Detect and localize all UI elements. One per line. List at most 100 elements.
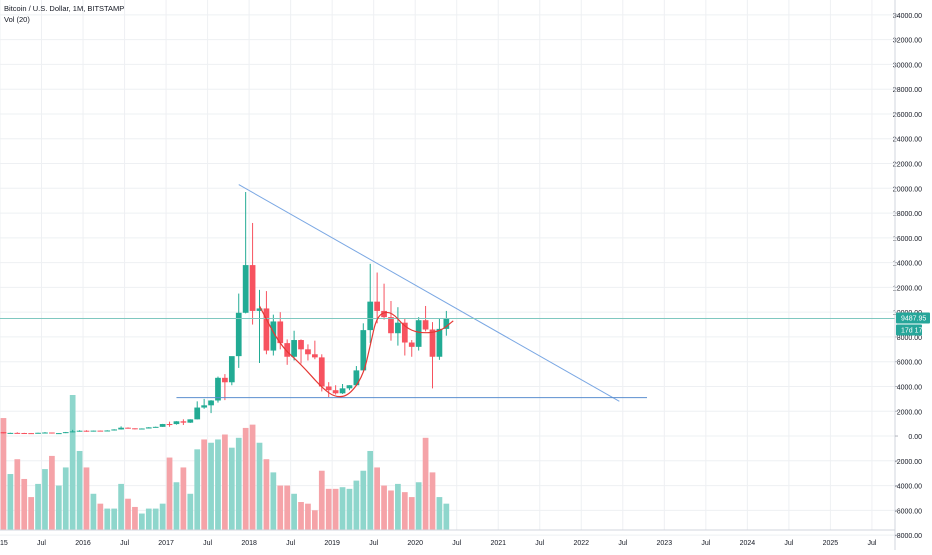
y-tick-label: 22000.00 [893, 162, 922, 169]
volume-bar [242, 427, 249, 530]
x-tick-label: Jul [701, 540, 710, 547]
candle-body [173, 421, 180, 425]
candle-body [55, 433, 62, 435]
volume-bar [111, 508, 118, 530]
volume-bar [69, 395, 76, 530]
candle-body [270, 321, 277, 351]
volume-bar [49, 455, 55, 530]
volume-bar [235, 437, 242, 530]
volume-indicator-label: Vol (20) [4, 15, 30, 24]
volume-bar [159, 503, 166, 530]
candle-body [125, 427, 131, 429]
candle-body [401, 322, 408, 343]
candle-body [415, 320, 422, 347]
candle-body [42, 432, 48, 434]
candle-body [132, 428, 138, 430]
volume-bar [312, 510, 318, 530]
candle-body [374, 301, 380, 311]
y-tick-label: -4000.00 [894, 484, 922, 491]
candle-body [277, 321, 284, 344]
candle-body [180, 421, 187, 423]
candle-body [152, 426, 159, 428]
candle-body [21, 433, 28, 435]
volume-bar [35, 483, 41, 530]
x-tick-label: Jul [535, 540, 544, 547]
volume-bar [443, 503, 450, 530]
candle-body [90, 430, 97, 432]
x-tick-label: 2022 [573, 540, 589, 547]
y-tick-label: -2000.00 [894, 459, 922, 466]
y-tick-label: 34000.00 [893, 13, 922, 20]
volume-bar [318, 470, 325, 530]
volume-bar [228, 447, 235, 530]
volume-bar [42, 469, 48, 530]
volume-bar [55, 485, 62, 530]
volume-bar [90, 493, 97, 530]
volume-bar [401, 492, 408, 530]
volume-bar [436, 497, 443, 530]
candle-body [353, 370, 360, 386]
candle-body [201, 405, 207, 408]
x-tick-label: 2019 [324, 540, 340, 547]
x-tick-label: Jul [867, 540, 876, 547]
x-tick-label: 15 [0, 540, 8, 547]
y-tick-label: 26000.00 [893, 112, 922, 119]
volume-bar [256, 442, 263, 530]
volume-bar [139, 513, 145, 530]
candle-body [339, 388, 346, 394]
x-tick-label: Jul [37, 540, 46, 547]
x-tick-label: Jul [369, 540, 378, 547]
candle-body [249, 265, 256, 311]
grid [0, 0, 895, 536]
candle-body [14, 432, 21, 434]
y-tick-label: 0.00 [908, 434, 922, 441]
candle-body [436, 328, 443, 357]
volume-bars [0, 395, 450, 530]
y-tick-label: -8000.00 [894, 533, 922, 540]
candle-body [318, 357, 325, 387]
volume-bar [332, 488, 339, 530]
candle-body [76, 430, 83, 432]
descending-trendline [238, 184, 620, 402]
candle-body [332, 390, 339, 394]
drawings [0, 184, 895, 402]
x-tick-label: Jul [784, 540, 793, 547]
x-tick-label: 2023 [657, 540, 673, 547]
volume-bar [14, 459, 21, 530]
volume-bar [201, 439, 207, 530]
volume-bar [208, 442, 214, 530]
volume-bar [298, 502, 304, 530]
volume-bar [152, 508, 159, 530]
volume-bar [270, 472, 277, 530]
volume-bar [422, 437, 429, 530]
candle-body [325, 386, 332, 391]
volume-bar [222, 434, 228, 530]
y-tick-label: 24000.00 [893, 137, 922, 144]
candle-body [395, 322, 401, 334]
y-tick-label: 16000.00 [893, 236, 922, 243]
volume-bar [83, 467, 90, 530]
volume-bar [305, 503, 311, 530]
countdown-text: 17d 17h [901, 328, 926, 335]
volume-bar [346, 488, 353, 530]
candle-body [305, 349, 311, 355]
volume-bar [180, 467, 187, 530]
volume-bar [360, 470, 367, 530]
candle-body [187, 419, 194, 423]
candle-body [222, 377, 228, 383]
x-tick-label: 2017 [158, 540, 174, 547]
volume-bar [132, 506, 138, 530]
y-tick-label: 20000.00 [893, 186, 922, 193]
candle-body [242, 265, 249, 313]
candle-body [298, 340, 304, 350]
candle-body [346, 385, 353, 389]
volume-bar [249, 424, 256, 530]
candle-body [228, 356, 235, 383]
candle-body [145, 427, 152, 429]
candle-body [69, 431, 76, 433]
x-tick-label: 2024 [740, 540, 756, 547]
candle-body [139, 428, 145, 430]
